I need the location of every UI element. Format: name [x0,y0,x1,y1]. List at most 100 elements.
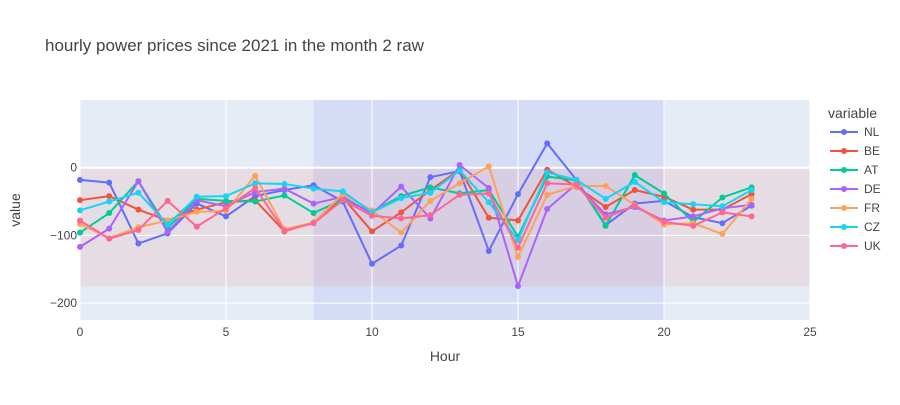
data-point-at[interactable] [631,172,638,179]
data-point-de[interactable] [690,213,697,220]
data-point-uk[interactable] [339,197,346,204]
data-point-cz[interactable] [690,201,697,208]
data-point-nl[interactable] [223,213,229,220]
legend-item-at[interactable]: AT [830,163,879,177]
data-point-be[interactable] [135,206,142,213]
data-point-cz[interactable] [456,167,463,174]
data-point-fr[interactable] [602,182,609,189]
data-point-cz[interactable] [398,195,405,202]
legend-item-de[interactable]: DE [830,182,881,196]
data-point-at[interactable] [106,210,113,217]
data-point-be[interactable] [485,214,492,221]
data-point-be[interactable] [106,193,113,200]
data-point-uk[interactable] [369,212,375,219]
data-point-fr[interactable] [544,191,551,198]
data-point-be[interactable] [602,203,609,210]
data-point-at[interactable] [310,210,317,217]
data-point-fr[interactable] [515,254,521,261]
data-point-uk[interactable] [135,226,142,233]
data-point-de[interactable] [515,283,521,290]
data-point-uk[interactable] [748,213,755,220]
data-point-de[interactable] [77,243,83,250]
data-point-fr[interactable] [193,208,200,215]
data-point-uk[interactable] [281,227,288,234]
data-point-fr[interactable] [252,172,259,179]
data-point-cz[interactable] [106,198,113,205]
data-point-uk[interactable] [485,190,492,197]
legend-item-nl[interactable]: NL [830,125,880,139]
data-point-cz[interactable] [515,237,521,244]
data-point-cz[interactable] [748,187,755,194]
data-point-de[interactable] [135,178,142,185]
data-point-de[interactable] [398,183,405,190]
data-point-uk[interactable] [544,180,551,187]
data-point-be[interactable] [631,187,638,194]
data-point-uk[interactable] [573,181,580,188]
data-point-cz[interactable] [164,221,171,228]
data-point-at[interactable] [281,192,288,199]
data-point-uk[interactable] [77,217,83,224]
data-point-be[interactable] [398,209,405,216]
data-point-uk[interactable] [398,215,405,222]
data-point-nl[interactable] [544,140,551,147]
data-point-at[interactable] [427,184,434,191]
data-point-at[interactable] [223,197,229,204]
data-point-uk[interactable] [690,222,697,229]
data-point-de[interactable] [748,201,755,208]
data-point-cz[interactable] [135,189,142,196]
data-point-uk[interactable] [427,212,434,219]
data-point-cz[interactable] [427,189,434,196]
data-point-at[interactable] [602,222,609,229]
data-point-nl[interactable] [106,179,113,186]
data-point-nl[interactable] [77,176,83,183]
data-point-cz[interactable] [339,188,346,195]
data-point-fr[interactable] [427,197,434,204]
data-point-de[interactable] [106,225,113,232]
data-point-be[interactable] [77,197,83,204]
data-point-uk[interactable] [252,185,259,191]
legend[interactable]: variable NL BE AT DE FR CZ UK [828,105,881,253]
data-point-nl[interactable] [398,242,405,249]
data-point-uk[interactable] [631,202,638,209]
data-point-uk[interactable] [106,235,113,242]
data-point-uk[interactable] [310,220,317,227]
data-point-cz[interactable] [661,199,667,206]
data-point-de[interactable] [485,185,492,191]
data-point-cz[interactable] [719,203,726,210]
data-point-be[interactable] [369,228,375,235]
data-point-cz[interactable] [573,176,580,183]
legend-item-uk[interactable]: UK [830,239,881,253]
data-point-de[interactable] [164,229,171,235]
data-point-cz[interactable] [310,185,317,192]
data-point-uk[interactable] [456,191,463,198]
data-point-uk[interactable] [515,244,521,251]
data-point-at[interactable] [77,229,83,236]
legend-item-cz[interactable]: CZ [830,220,880,234]
data-point-uk[interactable] [661,218,667,225]
data-point-fr[interactable] [748,195,755,202]
data-point-nl[interactable] [427,174,434,181]
data-point-cz[interactable] [485,199,492,206]
data-point-fr[interactable] [398,229,405,236]
data-point-cz[interactable] [252,180,259,187]
data-point-nl[interactable] [719,220,726,227]
data-point-nl[interactable] [485,247,492,254]
data-point-at[interactable] [661,190,667,197]
data-point-de[interactable] [544,205,551,212]
data-point-cz[interactable] [77,207,83,214]
data-point-at[interactable] [252,198,259,205]
legend-item-be[interactable]: BE [830,144,880,158]
data-point-fr[interactable] [485,163,492,170]
data-point-fr[interactable] [719,231,726,238]
data-point-de[interactable] [456,161,463,168]
data-point-cz[interactable] [544,169,551,176]
legend-item-fr[interactable]: FR [830,201,880,215]
data-point-cz[interactable] [193,193,200,200]
data-point-uk[interactable] [602,214,609,221]
data-point-de[interactable] [281,185,288,192]
data-point-be[interactable] [515,217,521,224]
data-point-nl[interactable] [369,260,375,267]
data-point-uk[interactable] [193,223,200,230]
data-point-uk[interactable] [164,197,171,204]
data-point-uk[interactable] [223,205,229,212]
